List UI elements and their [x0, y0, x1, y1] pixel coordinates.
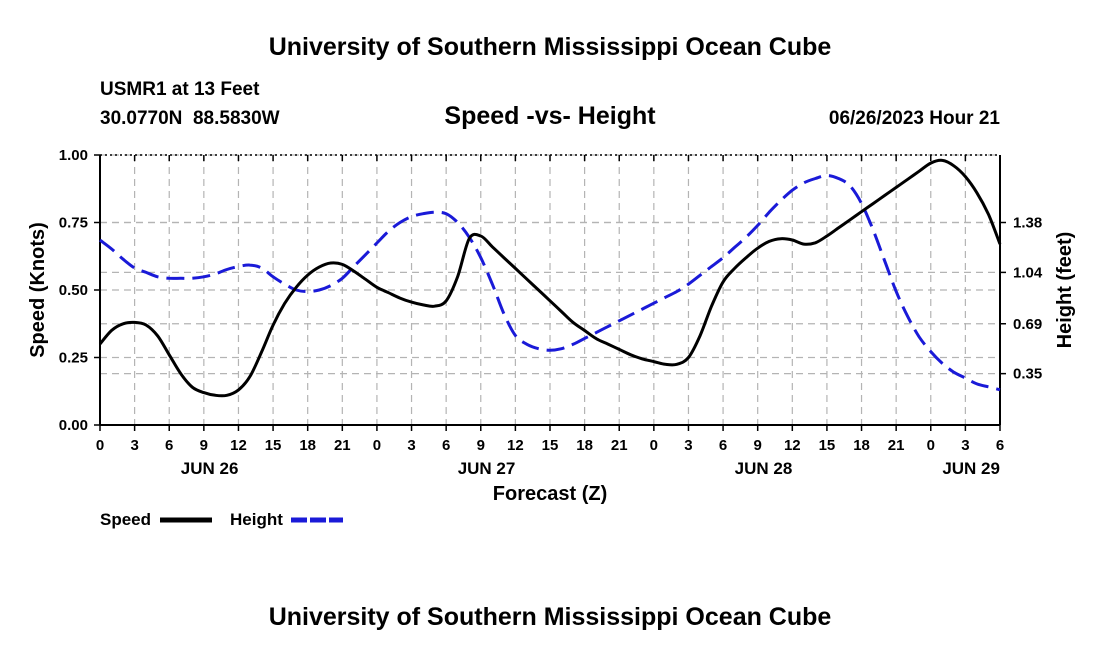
day-label: JUN 26: [181, 459, 239, 478]
y2-tick-label: 0.69: [1013, 316, 1042, 333]
x-tick-label: 9: [477, 437, 485, 454]
axis-ticks: 0 3 6 9 12 15 18 21 0 3 6 9 12 15 18 21 0 3 6 9 12 15 18 21 0 3 6J…: [59, 147, 1043, 478]
x-tick-label: 15: [542, 437, 559, 454]
main-title: University of Southern Mississippi Ocean…: [269, 33, 832, 61]
x-tick-label: 3: [407, 437, 415, 454]
x-tick-label: 15: [265, 437, 282, 454]
x-tick-label: 9: [754, 437, 762, 454]
x-tick-label: 3: [130, 437, 138, 454]
coordinates-label: 30.0770N 88.5830W: [100, 108, 280, 129]
x-tick-label: 18: [576, 437, 593, 454]
legend-label-speed: Speed: [100, 510, 151, 529]
series-line-height: [99, 174, 1001, 392]
x-tick-label: 9: [200, 437, 208, 454]
x-tick-label: 15: [819, 437, 836, 454]
y-tick-label: 0.00: [59, 417, 88, 434]
x-tick-label: 21: [611, 437, 628, 454]
x-tick-label: 6: [996, 437, 1004, 454]
x-tick-label: 21: [888, 437, 905, 454]
day-label: JUN 28: [735, 459, 793, 478]
y2-tick-label: 1.38: [1013, 215, 1042, 232]
x-tick-label: 21: [334, 437, 351, 454]
chart-title: Speed -vs- Height: [444, 102, 656, 130]
x-tick-label: 18: [299, 437, 316, 454]
x-tick-label: 18: [853, 437, 870, 454]
x-tick-label: 6: [442, 437, 450, 454]
y-tick-label: 0.50: [59, 282, 88, 299]
forecast-date-label: 06/26/2023 Hour 21: [829, 108, 1001, 129]
y2-tick-label: 0.35: [1013, 366, 1042, 383]
series-line-speed: [98, 158, 1002, 398]
grid-lines: [100, 154, 1000, 425]
data-series: [98, 158, 1002, 398]
y-tick-label: 0.75: [59, 215, 88, 232]
y-axis-label: Speed (Knots): [27, 222, 49, 358]
day-label: JUN 27: [458, 459, 516, 478]
x-tick-label: 0: [927, 437, 935, 454]
x-tick-label: 12: [507, 437, 524, 454]
day-label: JUN 29: [942, 459, 1000, 478]
y2-tick-label: 1.04: [1013, 264, 1043, 281]
x-tick-label: 3: [684, 437, 692, 454]
station-label: USMR1 at 13 Feet: [100, 79, 260, 100]
x-tick-label: 12: [230, 437, 247, 454]
x-tick-label: 6: [165, 437, 173, 454]
x-tick-label: 0: [373, 437, 381, 454]
y2-axis-label: Height (feet): [1054, 232, 1076, 349]
x-tick-label: 12: [784, 437, 801, 454]
y-tick-label: 0.25: [59, 350, 88, 367]
x-tick-label: 3: [961, 437, 969, 454]
x-tick-label: 0: [650, 437, 658, 454]
y-tick-label: 1.00: [59, 147, 88, 164]
x-tick-label: 6: [719, 437, 727, 454]
legend-label-height: Height: [230, 510, 283, 529]
x-tick-label: 0: [96, 437, 104, 454]
legend: Speed Height: [100, 510, 343, 529]
x-axis-label: Forecast (Z): [493, 483, 607, 505]
footer-title: University of Southern Mississippi Ocean…: [269, 603, 832, 631]
